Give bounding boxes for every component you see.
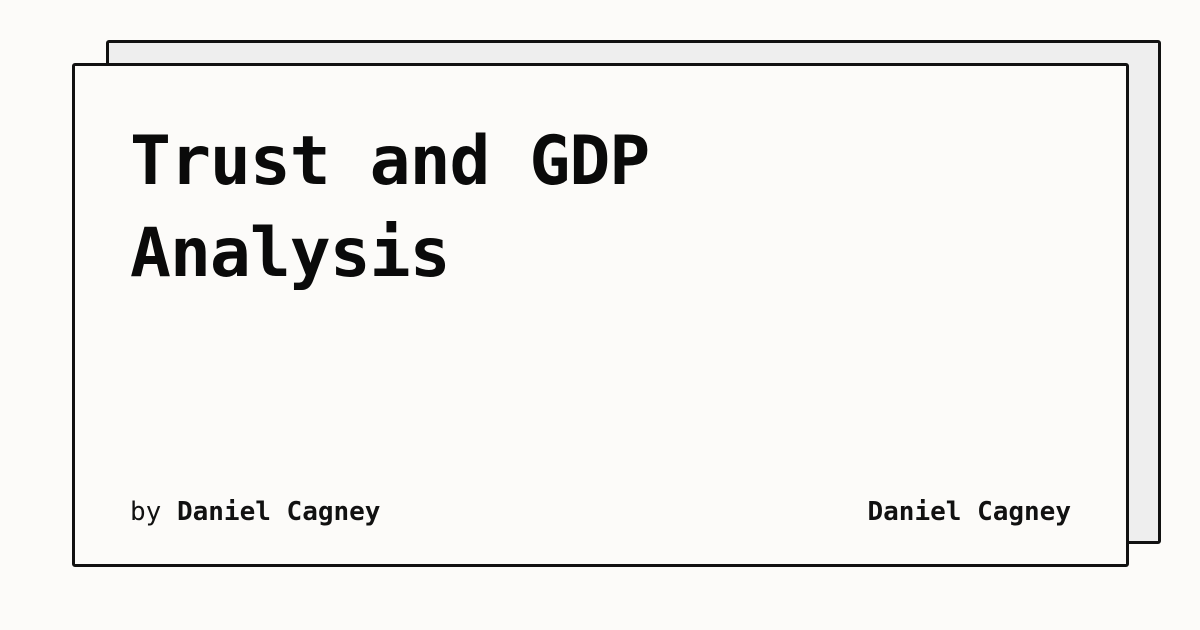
card-title: Trust and GDP Analysis [130, 122, 650, 293]
byline-prefix: by [130, 497, 162, 527]
main-card: Trust and GDP Analysis by Daniel Cagney … [72, 63, 1129, 567]
site-name: Daniel Cagney [867, 497, 1072, 527]
author-name: Daniel Cagney [176, 497, 381, 527]
byline: by Daniel Cagney [130, 494, 380, 530]
